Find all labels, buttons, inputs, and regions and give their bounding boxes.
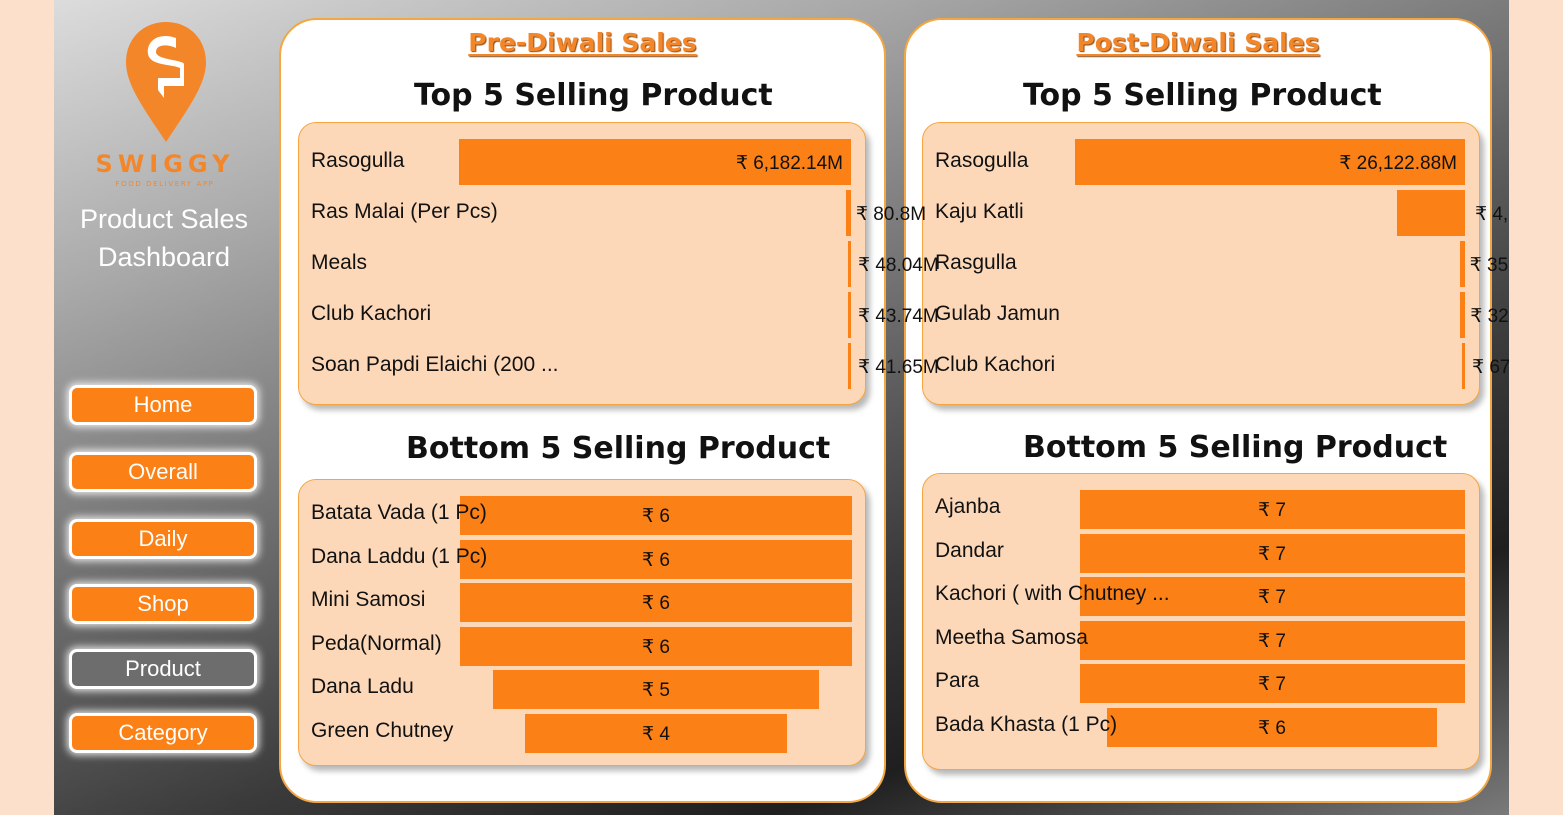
nav-home-button[interactable]: Home — [69, 385, 257, 425]
bar-label: Soan Papdi Elaichi (200 ... — [311, 353, 559, 376]
bar-value-label: ₹ 26,122.88M — [1339, 153, 1457, 174]
swiggy-logo-icon — [126, 22, 206, 142]
bar-label: Meetha Samosa — [935, 625, 1088, 649]
bar — [460, 626, 852, 666]
bar — [492, 670, 820, 709]
bar-value-label: ₹ 48.04M — [857, 255, 939, 276]
bar-label: Rasogulla — [935, 149, 1029, 172]
dashboard-title: Product Sales Dashboard — [64, 200, 264, 276]
bar-value-label: ₹ 7 — [1258, 630, 1286, 652]
post-top5-chart: Rasogulla ₹ 26,122.88M Kaju Katli ₹ 4,586.1… — [922, 122, 1509, 405]
bar-value-label: ₹ 6 — [642, 506, 670, 527]
bar — [460, 583, 852, 622]
post-bottom5-title: Bottom 5 Selling Product — [1023, 430, 1448, 465]
bar — [460, 496, 852, 535]
bar — [460, 539, 852, 579]
bar-label: Meals — [311, 251, 368, 274]
bar-value-label: ₹ 320.22M — [1470, 306, 1509, 327]
bar-label: Mini Samosi — [311, 588, 426, 611]
bar-value-label: ₹ 4 — [642, 723, 670, 745]
pre-bottom5-title: Bottom 5 Selling Product — [406, 431, 831, 466]
dashboard-canvas: SWIGGY FOOD DELIVERY APP Product Sales D… — [54, 0, 1509, 815]
bar-value-label: ₹ 41.65M — [858, 357, 939, 378]
bar — [1079, 577, 1465, 616]
pre-diwali-heading: Pre-Diwali Sales — [468, 28, 697, 57]
nav-overall-button[interactable]: Overall — [69, 452, 257, 492]
bar — [1107, 707, 1437, 747]
bar-value-label: ₹ 4,586.1M — [1475, 204, 1509, 225]
bar-label: Club Kachori — [935, 353, 1056, 376]
pre-diwali-panel: Pre-Diwali Sales Top 5 Selling Product R… — [279, 18, 939, 803]
post-diwali-panel: Post-Diwali Sales Top 5 Selling Product … — [904, 18, 1509, 803]
bar-label: Kaju Katli — [935, 200, 1024, 223]
bar-label: Kachori ( with Chutney ... — [935, 582, 1170, 605]
bar-label: Dandar — [935, 538, 1004, 562]
bar — [1460, 292, 1465, 338]
bar — [1075, 139, 1465, 185]
bar — [1079, 664, 1465, 703]
dashboard-title-line2: Dashboard — [97, 242, 231, 272]
bar-value-label: ₹ 6 — [642, 636, 670, 658]
bar — [848, 292, 851, 338]
bar-label: Batata Vada (1 Pc) — [311, 501, 487, 524]
bar-value-label: ₹ 7 — [1258, 674, 1286, 695]
bar-label: Gulab Jamun — [935, 302, 1060, 325]
post-diwali-heading: Post-Diwali Sales — [1076, 28, 1320, 57]
bar-value-label: ₹ 358.98M — [1469, 255, 1509, 276]
bar — [1396, 190, 1465, 236]
bar-value-label: ₹ 6,182.14M — [735, 153, 843, 174]
bar-label: Ajanba — [935, 495, 1001, 518]
post-top5-title: Top 5 Selling Product — [1023, 78, 1382, 113]
bar-value-label: ₹ 67.48M — [1472, 357, 1509, 378]
brand-tagline: FOOD DELIVERY APP — [115, 180, 215, 188]
bar-label: Rasogulla — [311, 149, 405, 172]
bar-label: Green Chutney — [311, 718, 454, 742]
nav-product-button[interactable]: Product — [69, 649, 257, 689]
bar — [1079, 533, 1465, 573]
nav-daily-button[interactable]: Daily — [69, 519, 257, 559]
bar-label: Club Kachori — [311, 302, 432, 325]
nav-category-button[interactable]: Category — [69, 713, 257, 753]
bar-value-label: ₹ 7 — [1258, 500, 1286, 521]
bar-label: Rasgulla — [935, 251, 1017, 274]
bar — [1462, 343, 1465, 389]
bar-label: Dana Laddu (1 Pc) — [311, 544, 488, 568]
bar — [847, 241, 851, 287]
bar-value-label: ₹ 6 — [642, 549, 670, 571]
dashboard-title-line1: Product Sales — [79, 204, 249, 234]
bar-label: Ras Malai (Per Pcs) — [311, 200, 498, 223]
bar-value-label: ₹ 7 — [1258, 543, 1286, 565]
bar-value-label: ₹ 6 — [1258, 717, 1286, 739]
bar — [848, 343, 851, 389]
pre-top5-chart: Rasogulla ₹ 6,182.14M Ras Malai (Per Pcs) ₹… — [298, 122, 939, 405]
bar — [845, 190, 851, 236]
bar-value-label: ₹ 6 — [642, 593, 670, 614]
bar — [1079, 620, 1465, 660]
bar-value-label: ₹ 5 — [642, 680, 670, 701]
pre-top5-title: Top 5 Selling Product — [414, 78, 773, 113]
pre-bottom5-chart: Batata Vada (1 Pc) ₹ 6 Dana Laddu (1 Pc) ₹ … — [298, 479, 866, 766]
sidebar: SWIGGY FOOD DELIVERY APP Product Sales D… — [54, 0, 274, 815]
bar-label: Bada Khasta (1 Pc) — [935, 712, 1118, 736]
bar-value-label: ₹ 7 — [1258, 587, 1286, 608]
post-bottom5-chart: Ajanba ₹ 7 Dandar ₹ 7 Kachori ( with Chutney… — [922, 473, 1480, 770]
brand-name: SWIGGY — [95, 150, 235, 178]
bar-label: Para — [935, 669, 980, 692]
bar-value-label: ₹ 43.74M — [858, 306, 939, 327]
bar — [1079, 490, 1465, 529]
bar-value-label: ₹ 80.8M — [855, 204, 927, 225]
bar-label: Dana Ladu — [311, 675, 414, 698]
nav-shop-button[interactable]: Shop — [69, 584, 257, 624]
bar-label: Peda(Normal) — [311, 631, 442, 655]
bar — [1459, 241, 1465, 287]
bar — [525, 713, 787, 753]
bar — [459, 139, 851, 185]
